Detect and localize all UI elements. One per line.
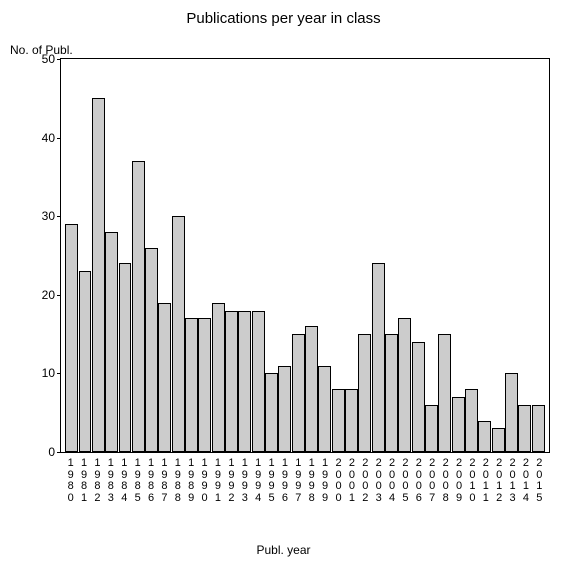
bar — [438, 334, 451, 452]
bar — [478, 421, 491, 452]
bar — [185, 318, 198, 452]
x-tick-label: 1982 — [91, 455, 104, 504]
bar — [465, 389, 478, 452]
x-tick-label: 2008 — [439, 455, 452, 504]
bar — [292, 334, 305, 452]
x-tick-label: 2011 — [479, 455, 492, 504]
y-tick-mark — [57, 452, 61, 453]
bar — [345, 389, 358, 452]
bar — [79, 271, 92, 452]
bar — [492, 428, 505, 452]
x-tick-label: 1995 — [265, 455, 278, 504]
bar — [372, 263, 385, 452]
bar — [505, 373, 518, 452]
x-tick-label: 1989 — [185, 455, 198, 504]
bar — [132, 161, 145, 452]
bar — [212, 303, 225, 452]
x-tick-label: 1994 — [251, 455, 264, 504]
bar — [452, 397, 465, 452]
bar — [332, 389, 345, 452]
bar — [518, 405, 531, 452]
bar — [158, 303, 171, 452]
x-tick-label: 1990 — [198, 455, 211, 504]
x-tick-label: 1981 — [77, 455, 90, 504]
x-tick-label: 1999 — [318, 455, 331, 504]
bar — [305, 326, 318, 452]
bar — [198, 318, 211, 452]
bar — [425, 405, 438, 452]
bar — [65, 224, 78, 452]
bar — [532, 405, 545, 452]
x-tick-label: 2013 — [506, 455, 519, 504]
bar — [238, 311, 251, 452]
x-tick-label: 1998 — [305, 455, 318, 504]
x-tick-label: 2005 — [399, 455, 412, 504]
x-tick-label: 2014 — [519, 455, 532, 504]
bar — [252, 311, 265, 452]
bar — [278, 366, 291, 452]
x-tick-label: 1992 — [225, 455, 238, 504]
x-tick-label: 2015 — [533, 455, 546, 504]
bar — [412, 342, 425, 452]
x-tick-label: 1984 — [118, 455, 131, 504]
bar — [358, 334, 371, 452]
chart-title: Publications per year in class — [0, 10, 567, 27]
bar — [318, 366, 331, 452]
bar — [172, 216, 185, 452]
x-tick-label: 2003 — [372, 455, 385, 504]
x-tick-label: 2007 — [426, 455, 439, 504]
bars-group — [61, 59, 549, 452]
x-tick-label: 1987 — [158, 455, 171, 504]
plot-area: 01020304050 — [60, 58, 550, 453]
x-axis-label: Publ. year — [0, 543, 567, 557]
bar — [225, 311, 238, 452]
bar — [92, 98, 105, 452]
x-tick-label: 1991 — [211, 455, 224, 504]
x-tick-label: 1996 — [278, 455, 291, 504]
x-tick-label: 1993 — [238, 455, 251, 504]
x-tick-label: 2009 — [452, 455, 465, 504]
x-tick-label: 2006 — [412, 455, 425, 504]
x-tick-label: 1986 — [144, 455, 157, 504]
x-ticks: 1980198119821983198419851986198719881989… — [60, 455, 550, 504]
bar — [119, 263, 132, 452]
x-tick-label: 2012 — [493, 455, 506, 504]
x-tick-label: 1985 — [131, 455, 144, 504]
x-tick-label: 1980 — [64, 455, 77, 504]
x-tick-label: 2001 — [345, 455, 358, 504]
bar — [398, 318, 411, 452]
x-tick-label: 2010 — [466, 455, 479, 504]
x-tick-label: 2004 — [385, 455, 398, 504]
bar — [385, 334, 398, 452]
x-tick-label: 1983 — [104, 455, 117, 504]
x-tick-label: 1997 — [292, 455, 305, 504]
x-tick-label: 2000 — [332, 455, 345, 504]
bar — [145, 248, 158, 452]
bar — [105, 232, 118, 452]
x-tick-label: 2002 — [359, 455, 372, 504]
chart-container: Publications per year in class No. of Pu… — [0, 0, 567, 567]
x-tick-label: 1988 — [171, 455, 184, 504]
bar — [265, 373, 278, 452]
